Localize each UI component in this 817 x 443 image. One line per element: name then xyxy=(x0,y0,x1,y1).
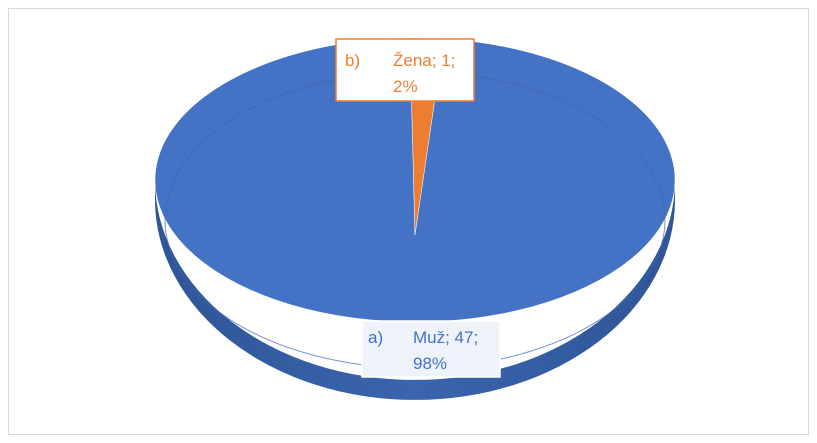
data-label-a-line2: 98% xyxy=(413,354,447,373)
data-label-a-code: a) xyxy=(368,328,383,347)
data-label-a-line1: Muž; 47; xyxy=(413,328,478,347)
data-label-b-line2: 2% xyxy=(393,77,418,96)
data-label-b: b) Žena; 1; 2% xyxy=(335,38,475,102)
data-label-b-code: b) xyxy=(345,51,360,70)
data-label-a: a) Muž; 47; 98% xyxy=(361,320,501,378)
data-label-b-line1: Žena; 1; xyxy=(393,51,455,70)
